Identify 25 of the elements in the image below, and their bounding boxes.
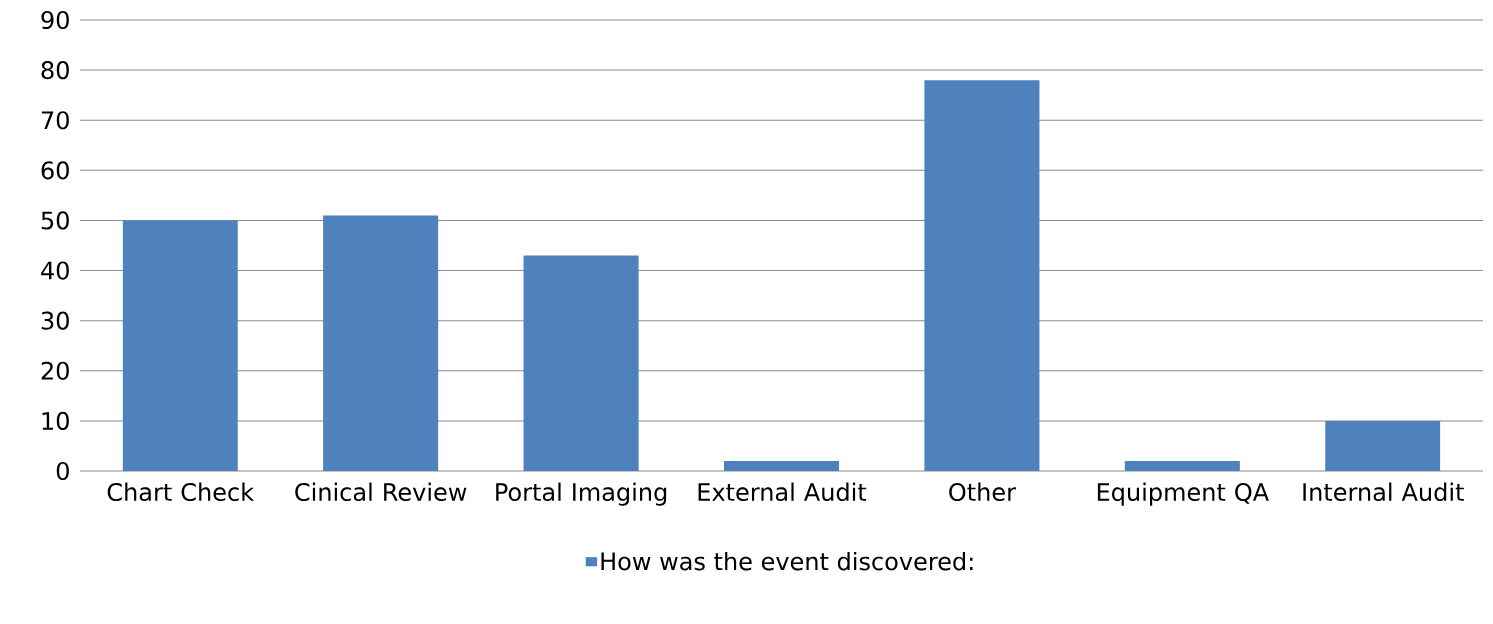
bar: [323, 215, 439, 471]
y-tick-label: 60: [41, 161, 69, 180]
x-tick-label: Equipment QA: [1097, 482, 1269, 506]
y-tick-label: 10: [42, 411, 69, 430]
x-tick-label: Internal Audit: [1303, 482, 1464, 502]
bar: [924, 80, 1040, 471]
y-tick-label: 80: [41, 61, 69, 80]
x-tick-label: Portal Imaging: [496, 482, 667, 506]
bar: [523, 255, 639, 471]
y-tick-label: 40: [41, 261, 69, 280]
y-tick-label: 90: [41, 10, 69, 30]
y-tick-label: 20: [41, 361, 69, 380]
y-tick-label: 50: [41, 211, 69, 230]
bar: [122, 220, 238, 471]
x-tick-label: Cinical Review: [295, 482, 467, 502]
x-tick-label: External Audit: [698, 482, 867, 502]
x-tick-label: Other: [949, 482, 1016, 502]
bar: [723, 460, 840, 471]
y-tick-label: 0: [56, 461, 69, 481]
y-tick-label: 70: [41, 111, 69, 130]
bar: [1325, 420, 1441, 471]
legend-label: How was the event discovered:: [601, 551, 973, 571]
y-tick-label: 30: [41, 311, 69, 330]
x-tick-label: Chart Check: [107, 482, 255, 502]
bar: [1124, 460, 1240, 471]
